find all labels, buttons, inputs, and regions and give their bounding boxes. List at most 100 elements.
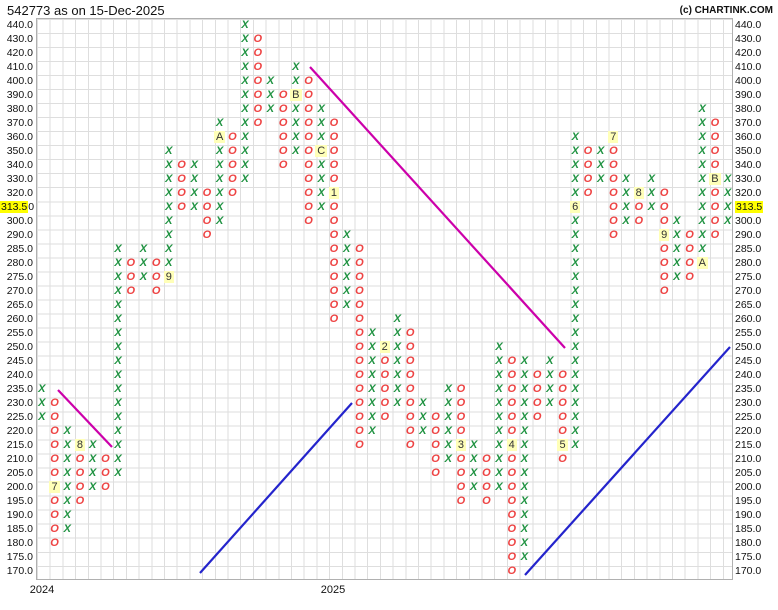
month-marker: C	[315, 144, 328, 157]
pnf-cell: O	[329, 284, 339, 297]
pnf-cell: O	[532, 382, 542, 395]
pnf-cell: O	[355, 256, 364, 269]
pnf-cell: X	[571, 158, 579, 171]
month-marker: 4	[506, 438, 517, 451]
pnf-cell: X	[444, 396, 452, 409]
price-label-left: 235.0	[6, 382, 33, 395]
pnf-cell: X	[165, 200, 173, 213]
pnf-cell: O	[685, 242, 694, 255]
pnf-cell: O	[329, 214, 339, 227]
price-label-right: 313.5	[735, 200, 764, 213]
pnf-cell: X	[139, 270, 148, 283]
pnf-cell: X	[495, 438, 503, 451]
pnf-cell: O	[304, 200, 313, 213]
pnf-cell: X	[698, 200, 706, 213]
pnf-cell: O	[355, 242, 364, 255]
pnf-cell: O	[710, 116, 720, 129]
pnf-cell: O	[456, 494, 466, 507]
pnf-cell: X	[393, 382, 402, 395]
pnf-cell: O	[659, 284, 669, 297]
pnf-cell: X	[215, 172, 224, 185]
pnf-cell: O	[304, 130, 313, 143]
pnf-cell: O	[558, 410, 567, 423]
month-marker: A	[696, 256, 708, 269]
pnf-cell: O	[50, 522, 59, 535]
pnf-cell: X	[444, 452, 452, 465]
plot-area	[35, 17, 733, 580]
pnf-cell: O	[253, 60, 263, 73]
pnf-cell: O	[609, 228, 618, 241]
price-label-left: 275.0	[6, 270, 33, 283]
chartink-credit: (c) CHARTINK.COM	[679, 5, 773, 16]
pnf-cell: O	[583, 186, 593, 199]
price-label-left: 420.0	[6, 46, 33, 59]
pnf-cell: O	[228, 144, 237, 157]
price-label-left: 290.0	[6, 228, 33, 241]
price-label-right: 220.0	[735, 424, 762, 437]
pnf-cell: O	[710, 158, 720, 171]
price-label-right: 400.0	[735, 74, 762, 87]
pnf-cell: X	[241, 60, 249, 73]
pnf-cell: O	[177, 200, 186, 213]
year-label: 2024	[29, 584, 55, 596]
pnf-cell: X	[596, 144, 605, 157]
pnf-cell: X	[520, 536, 529, 549]
pnf-cell: O	[329, 270, 339, 283]
price-label-left: 220.0	[6, 424, 33, 437]
pnf-cell: X	[673, 242, 681, 255]
pnf-cell: X	[444, 438, 452, 451]
pnf-cell: X	[698, 102, 706, 115]
price-label-left: 400.0	[6, 74, 33, 87]
pnf-cell: O	[583, 158, 593, 171]
pnf-cell: X	[444, 382, 452, 395]
pnf-cell: X	[698, 186, 706, 199]
pnf-cell: X	[698, 242, 706, 255]
pnf-cell: O	[355, 410, 364, 423]
price-label-right: 205.0	[735, 466, 762, 479]
pnf-cell: X	[495, 452, 503, 465]
pnf-cell: X	[520, 466, 529, 479]
pnf-cell: X	[571, 298, 579, 311]
pnf-cell: X	[596, 172, 605, 185]
price-label-left: 225.0	[6, 410, 33, 423]
pnf-cell: X	[63, 522, 71, 535]
pnf-cell: O	[456, 396, 466, 409]
pnf-cell: O	[507, 354, 517, 367]
pnf-cell: O	[659, 200, 669, 213]
pnf-cell: X	[495, 480, 503, 493]
pnf-cell: X	[495, 382, 503, 395]
pnf-cell: X	[571, 438, 579, 451]
pnf-cell: O	[101, 480, 110, 493]
pnf-cell: X	[292, 144, 300, 157]
price-label-left: 240.0	[6, 368, 33, 381]
pnf-cell: X	[495, 354, 503, 367]
pnf-cell: X	[114, 298, 122, 311]
pnf-cell: X	[520, 522, 529, 535]
pnf-cell: X	[317, 186, 325, 199]
pnf-cell: O	[304, 172, 313, 185]
pnf-cell: O	[507, 382, 517, 395]
pnf-cell: O	[253, 116, 263, 129]
price-label-right: 175.0	[735, 550, 762, 563]
month-marker: 2	[379, 340, 390, 353]
price-label-right: 260.0	[735, 312, 762, 325]
pnf-cell: O	[329, 144, 339, 157]
pnf-cell: X	[139, 256, 148, 269]
pnf-cell: X	[241, 172, 249, 185]
pnf-cell: O	[685, 228, 694, 241]
pnf-cell: O	[228, 186, 237, 199]
pnf-cell: X	[469, 480, 478, 493]
price-label-left: 285.0	[6, 242, 33, 255]
pnf-cell: X	[495, 410, 503, 423]
pnf-cell: X	[368, 340, 376, 353]
pnf-cell: X	[342, 284, 351, 297]
pnf-cell: X	[114, 368, 122, 381]
pnf-cell: O	[75, 480, 85, 493]
pnf-cell: X	[241, 144, 249, 157]
pnf-cell: O	[278, 116, 288, 129]
pnf-cell: O	[253, 46, 263, 59]
pnf-cell: O	[253, 88, 263, 101]
pnf-cell: X	[520, 424, 529, 437]
pnf-cell: O	[304, 74, 313, 87]
pnf-cell: O	[253, 32, 263, 45]
